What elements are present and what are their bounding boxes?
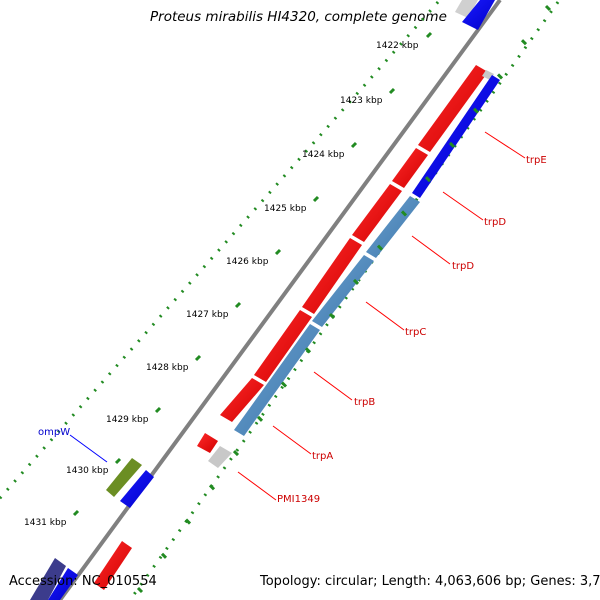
gene-trpE-blue bbox=[412, 75, 500, 198]
gene-label-trpD-2[interactable]: trpD bbox=[452, 261, 474, 272]
inner-tick bbox=[544, 4, 552, 12]
gene-labels: trpE trpD trpD trpC trpB trpA PMI1349 om… bbox=[38, 155, 547, 505]
genome-backbone bbox=[58, 0, 502, 600]
scale-label-1426: 1426 kbp bbox=[226, 257, 269, 267]
major-tick-1422 bbox=[425, 31, 433, 39]
accession-label: Accession: NC_010554 bbox=[9, 574, 157, 589]
callout-trpD-2 bbox=[411, 235, 451, 265]
inner-tick bbox=[496, 73, 504, 80]
genome-summary: Topology: circular; Length: 4,063,606 bp… bbox=[260, 574, 600, 589]
feature-bottom-blue bbox=[48, 568, 78, 600]
callout-trpB bbox=[313, 371, 353, 401]
scale-major-ticks bbox=[72, 31, 433, 517]
gene-trpD-red-1 bbox=[392, 148, 428, 188]
major-tick-1425 bbox=[312, 195, 320, 203]
scale-ring-inner bbox=[128, 1, 560, 600]
feature-top-gray bbox=[455, 0, 478, 18]
inner-tick bbox=[424, 176, 432, 183]
callout-ompW bbox=[69, 434, 108, 463]
scale-label-1423: 1423 kbp bbox=[340, 96, 383, 106]
callout-PMI1349 bbox=[237, 471, 277, 501]
callout-trpE bbox=[484, 131, 526, 159]
feature-bottom-navy bbox=[30, 558, 66, 600]
feature-top-blue bbox=[462, 0, 495, 30]
gene-trpE-red bbox=[418, 65, 488, 152]
gene-label-trpB[interactable]: trpB bbox=[354, 397, 375, 408]
scale-label-1431: 1431 kbp bbox=[24, 518, 67, 528]
gene-trpC-red bbox=[302, 238, 362, 314]
gene-small-red bbox=[197, 433, 218, 453]
callout-trpA bbox=[272, 425, 312, 455]
scale-ring-outer bbox=[0, 1, 440, 501]
inner-tick bbox=[160, 552, 168, 559]
callout-trpD-1 bbox=[442, 191, 484, 221]
scale-label-1430: 1430 kbp bbox=[66, 466, 109, 476]
scale-label-1425: 1425 kbp bbox=[264, 204, 307, 214]
major-tick-1429 bbox=[154, 406, 162, 414]
callout-trpC bbox=[365, 301, 405, 331]
gene-label-trpE[interactable]: trpE bbox=[526, 155, 547, 166]
gene-bottom-red bbox=[94, 541, 132, 590]
inner-tick bbox=[520, 39, 528, 46]
gene-label-PMI1349[interactable]: PMI1349 bbox=[277, 494, 320, 505]
gene-trpA-red bbox=[220, 378, 264, 422]
scale-label-1424: 1424 kbp bbox=[302, 150, 345, 160]
gene-trpC-steel bbox=[312, 255, 374, 327]
major-tick-1427 bbox=[234, 301, 242, 309]
gene-trpB-steel bbox=[234, 324, 320, 436]
inner-tick bbox=[352, 278, 360, 285]
scale-label-1422: 1422 kbp bbox=[376, 41, 419, 51]
scale-label-1427: 1427 kbp bbox=[186, 310, 229, 320]
gene-label-ompW[interactable]: ompW bbox=[38, 427, 70, 438]
gene-ompW-blue bbox=[120, 470, 154, 508]
major-tick-1431 bbox=[72, 509, 80, 517]
inner-tick bbox=[304, 347, 312, 354]
feature-layer bbox=[30, 0, 500, 600]
inner-tick bbox=[328, 313, 336, 320]
inner-tick bbox=[376, 244, 384, 251]
gene-trpD-steel bbox=[366, 196, 420, 258]
major-tick-1430 bbox=[114, 457, 122, 465]
inner-tick bbox=[400, 210, 408, 217]
scale-label-1429: 1429 kbp bbox=[106, 415, 149, 425]
inner-tick-marks bbox=[136, 4, 552, 594]
inner-tick bbox=[208, 484, 216, 491]
inner-tick bbox=[472, 107, 480, 114]
gene-PMI1349-gray bbox=[208, 446, 232, 468]
gene-label-trpD-1[interactable]: trpD bbox=[484, 217, 506, 228]
inner-tick bbox=[184, 518, 192, 525]
scale-labels: 1422 kbp 1423 kbp 1424 kbp 1425 kbp 1426… bbox=[24, 41, 419, 528]
inner-tick bbox=[280, 381, 288, 388]
inner-tick bbox=[448, 141, 456, 149]
gene-callout-lines bbox=[69, 131, 526, 501]
inner-tick bbox=[136, 586, 144, 594]
gene-label-trpA[interactable]: trpA bbox=[312, 451, 333, 462]
major-tick-1428 bbox=[194, 354, 202, 362]
inner-tick bbox=[232, 449, 240, 457]
major-tick-1426 bbox=[274, 248, 282, 256]
major-tick-1424 bbox=[350, 141, 358, 149]
scale-label-1428: 1428 kbp bbox=[146, 363, 189, 373]
major-tick-1423 bbox=[388, 87, 396, 95]
gene-label-trpC[interactable]: trpC bbox=[405, 327, 426, 338]
gene-trpB-red bbox=[254, 310, 312, 382]
gene-ompW-green bbox=[106, 458, 142, 497]
inner-tick bbox=[256, 415, 264, 422]
page-title: Proteus mirabilis HI4320, complete genom… bbox=[150, 9, 447, 25]
gene-trpD-red-2 bbox=[352, 184, 402, 242]
